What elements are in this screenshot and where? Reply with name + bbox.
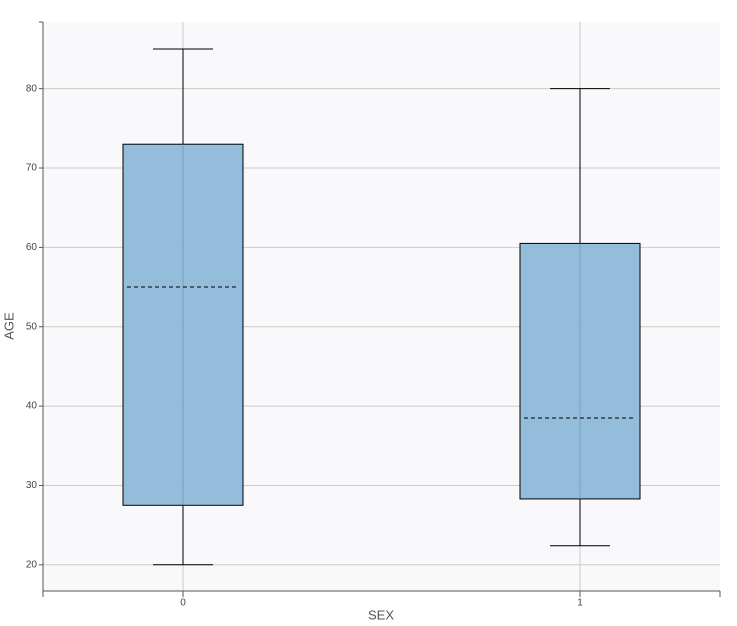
- x-tick-label: 0: [180, 598, 186, 609]
- y-tick-label: 30: [26, 480, 38, 491]
- x-tick-label: 1: [577, 598, 583, 609]
- x-axis-title: SEX: [368, 607, 394, 622]
- y-tick-label: 40: [26, 401, 38, 412]
- y-tick-label: 80: [26, 83, 38, 94]
- y-tick-label: 50: [26, 321, 38, 332]
- y-tick-label: 20: [26, 559, 38, 570]
- y-tick-label: 70: [26, 163, 38, 174]
- y-tick-label: 60: [26, 242, 38, 253]
- y-axis-title: AGE: [1, 312, 16, 340]
